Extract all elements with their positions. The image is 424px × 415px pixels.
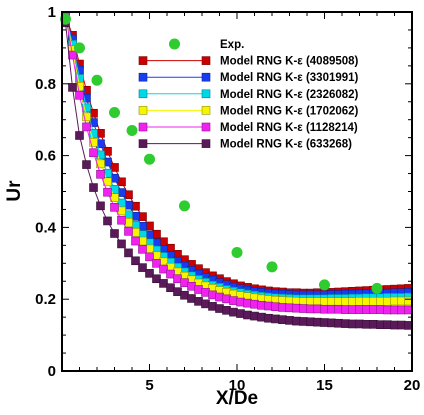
- series-marker: [152, 274, 161, 284]
- series-marker: [138, 263, 147, 272]
- legend-entry-4: Model RNG K-ε (1702062): [138, 105, 359, 117]
- y-tick-label: 0.2: [35, 291, 56, 308]
- series-marker: [152, 258, 161, 268]
- series-marker: [110, 163, 119, 172]
- legend-marker: [138, 106, 148, 115]
- legend: Exp. Model RNG K-ε (4089508) Model RNG K-ε…: [138, 38, 359, 151]
- series-marker: [117, 239, 126, 249]
- y-tick-label: 0: [48, 363, 56, 380]
- exp-point: [74, 42, 85, 54]
- exp-point: [144, 153, 155, 165]
- legend-entry-1: Model RNG K-ε (4089508): [138, 56, 359, 68]
- series-marker: [124, 227, 133, 236]
- y-tick-label: 0.4: [35, 219, 57, 236]
- series-marker: [110, 229, 119, 238]
- series-5: [61, 11, 413, 315]
- series-6: [61, 18, 413, 330]
- legend-label: Model RNG K-ε (2326082): [220, 89, 359, 101]
- series-marker: [89, 148, 98, 158]
- exp-point: [126, 124, 138, 136]
- legend-entry-6: Model RNG K-ε (633268): [138, 139, 352, 151]
- legend-label: Model RNG K-ε (633268): [220, 139, 352, 151]
- series-marker: [89, 183, 98, 192]
- legend-label: Exp.: [220, 39, 244, 51]
- legend-entry-3: Model RNG K-ε (2326082): [138, 89, 359, 101]
- y-axis-title: Ur: [4, 180, 25, 202]
- series-marker: [103, 216, 112, 226]
- series-marker: [96, 201, 105, 211]
- series-marker: [117, 215, 126, 225]
- legend-marker: [169, 38, 180, 50]
- legend-entry-2: Model RNG K-ε (3301991): [138, 72, 359, 84]
- series-marker: [166, 269, 175, 279]
- series-marker: [145, 252, 154, 262]
- legend-marker: [138, 56, 148, 65]
- legend-entry-5: Model RNG K-ε (1128214): [138, 122, 358, 134]
- tick-labels-layer: 5 10 15 20 0 0.2 0.4 0.6 0.8 1: [35, 4, 420, 394]
- series-marker: [89, 138, 98, 147]
- series-marker: [75, 90, 84, 100]
- legend-marker: [138, 89, 148, 99]
- series-marker: [103, 187, 112, 197]
- series-marker: [82, 122, 91, 132]
- exp-point: [266, 261, 278, 273]
- legend-marker: [201, 72, 211, 82]
- y-tick-label: 1: [48, 4, 56, 21]
- ticks-layer: [61, 11, 413, 372]
- legend-label: Model RNG K-ε (3301991): [220, 72, 359, 84]
- legend-marker: [201, 139, 211, 148]
- y-tick-label: 0.6: [35, 148, 56, 165]
- x-tick-label: 20: [404, 377, 421, 394]
- y-tick-label: 0.8: [35, 76, 56, 93]
- legend-label: Model RNG K-ε (4089508): [220, 56, 359, 68]
- series-marker: [145, 269, 154, 278]
- x-tick-label: 10: [229, 377, 246, 394]
- exp-point: [319, 279, 330, 291]
- exp-point: [109, 107, 120, 119]
- series-marker: [159, 279, 168, 288]
- exp-point: [371, 282, 383, 294]
- legend-label: Model RNG K-ε (1702062): [220, 105, 359, 117]
- series-marker: [159, 264, 168, 274]
- x-tick-label: 15: [316, 377, 333, 394]
- series-marker: [124, 248, 133, 258]
- series-marker: [75, 131, 84, 140]
- legend-label: Model RNG K-ε (1128214): [220, 122, 358, 134]
- series-marker: [89, 118, 98, 127]
- legend-marker: [138, 139, 148, 148]
- series-marker: [82, 160, 91, 169]
- series-marker: [68, 83, 77, 92]
- legend-marker: [201, 106, 211, 115]
- legend-marker: [138, 72, 148, 82]
- exp-point: [231, 247, 243, 259]
- series-marker: [131, 256, 140, 266]
- legend-marker: [201, 89, 211, 99]
- series-marker: [96, 169, 105, 179]
- series-marker: [131, 236, 140, 246]
- legend-marker: [201, 122, 211, 132]
- series-marker: [96, 159, 105, 169]
- x-tick-label: 5: [145, 377, 153, 394]
- series-marker: [138, 244, 147, 254]
- series-marker: [110, 202, 119, 212]
- series-marker: [82, 112, 91, 122]
- legend-marker: [201, 56, 211, 65]
- exp-point: [91, 74, 103, 86]
- exp-point: [179, 200, 190, 212]
- x-axis-title: X/De: [216, 388, 258, 409]
- legend-marker: [138, 122, 148, 132]
- series-marker: [89, 129, 98, 138]
- series-4: [61, 11, 413, 307]
- legend-entry-exp: Exp.: [169, 38, 244, 51]
- experiment-layer: [60, 13, 383, 294]
